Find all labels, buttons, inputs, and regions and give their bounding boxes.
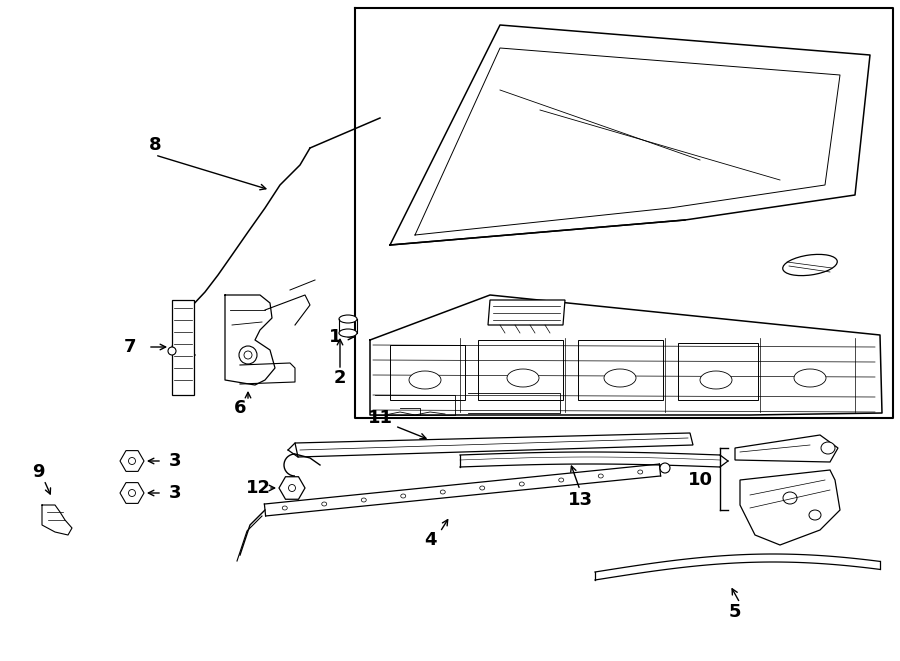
Ellipse shape bbox=[322, 502, 327, 506]
Text: 8: 8 bbox=[148, 136, 161, 154]
Ellipse shape bbox=[783, 254, 837, 276]
Text: 5: 5 bbox=[729, 603, 742, 621]
Ellipse shape bbox=[283, 506, 287, 510]
Ellipse shape bbox=[598, 474, 603, 478]
Text: 7: 7 bbox=[124, 338, 136, 356]
Text: 12: 12 bbox=[246, 479, 271, 497]
Text: 6: 6 bbox=[234, 399, 247, 417]
Ellipse shape bbox=[239, 346, 257, 364]
Ellipse shape bbox=[129, 457, 136, 465]
Ellipse shape bbox=[339, 329, 357, 337]
Polygon shape bbox=[735, 435, 838, 462]
Ellipse shape bbox=[604, 369, 636, 387]
Ellipse shape bbox=[700, 371, 732, 389]
Ellipse shape bbox=[339, 315, 357, 323]
Polygon shape bbox=[120, 451, 144, 471]
Ellipse shape bbox=[244, 351, 252, 359]
Ellipse shape bbox=[289, 485, 295, 492]
Text: 1: 1 bbox=[328, 328, 341, 346]
Ellipse shape bbox=[168, 347, 176, 355]
Polygon shape bbox=[390, 345, 465, 400]
Polygon shape bbox=[678, 343, 758, 400]
Text: 10: 10 bbox=[688, 471, 713, 489]
Ellipse shape bbox=[519, 482, 524, 486]
Ellipse shape bbox=[783, 492, 797, 504]
Polygon shape bbox=[478, 340, 563, 400]
Ellipse shape bbox=[480, 486, 485, 490]
Text: 4: 4 bbox=[424, 531, 436, 549]
Polygon shape bbox=[120, 483, 144, 504]
Text: 2: 2 bbox=[334, 369, 346, 387]
Ellipse shape bbox=[638, 470, 643, 474]
Text: 9: 9 bbox=[32, 463, 44, 481]
Ellipse shape bbox=[660, 463, 670, 473]
Ellipse shape bbox=[129, 490, 136, 496]
Polygon shape bbox=[578, 340, 663, 400]
Text: 3: 3 bbox=[169, 484, 181, 502]
Ellipse shape bbox=[559, 478, 563, 482]
Ellipse shape bbox=[809, 510, 821, 520]
Polygon shape bbox=[488, 300, 565, 325]
Polygon shape bbox=[740, 470, 840, 545]
Text: 13: 13 bbox=[568, 491, 592, 509]
Ellipse shape bbox=[361, 498, 366, 502]
Ellipse shape bbox=[794, 369, 826, 387]
Ellipse shape bbox=[440, 490, 445, 494]
Ellipse shape bbox=[409, 371, 441, 389]
Polygon shape bbox=[279, 477, 305, 499]
Bar bbox=[172, 300, 194, 395]
Text: 3: 3 bbox=[169, 452, 181, 470]
Ellipse shape bbox=[507, 369, 539, 387]
Ellipse shape bbox=[400, 494, 406, 498]
Text: 11: 11 bbox=[367, 409, 392, 427]
Ellipse shape bbox=[821, 442, 835, 454]
Polygon shape bbox=[295, 433, 693, 457]
